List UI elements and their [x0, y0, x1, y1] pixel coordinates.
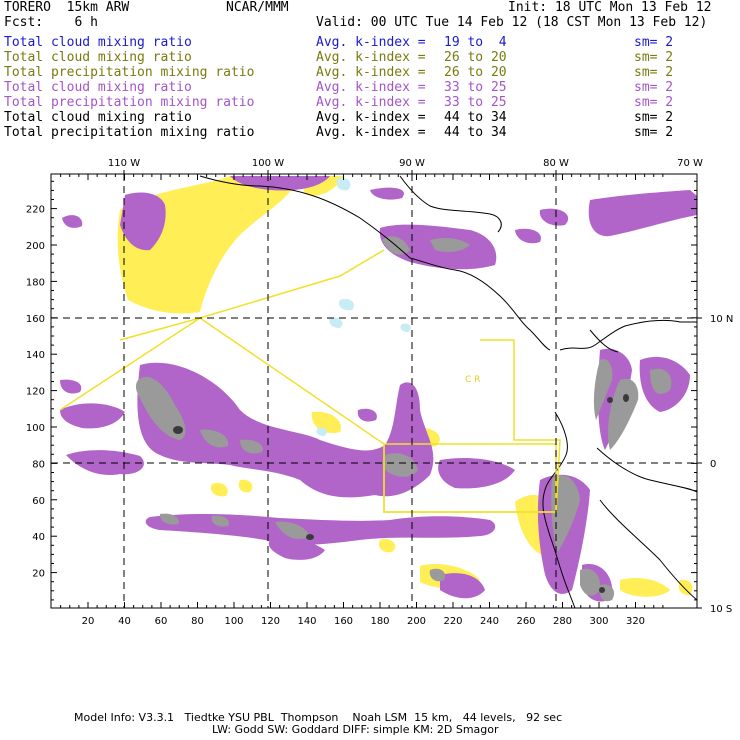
lat-lon-grid: [51, 174, 697, 608]
x-tick-label: 300: [589, 616, 608, 627]
field-smoothing: sm= 2: [634, 80, 674, 95]
center-name: NCAR/MMM: [226, 0, 289, 15]
axis-labels: 20 40 60 80 100 120 140 160 180 200 220 240 260 280 30…: [26, 158, 733, 627]
longitude-label: 90 W: [399, 158, 425, 169]
field-smoothing: sm= 2: [634, 95, 674, 110]
x-tick-label: 160: [334, 616, 353, 627]
y-tick-label: 80: [32, 459, 45, 470]
field-name: Total cloud mixing ratio: [4, 110, 192, 125]
field-smoothing: sm= 2: [634, 125, 674, 140]
x-tick-label: 140: [297, 616, 316, 627]
dark-core: [173, 394, 629, 593]
x-tick-label: 200: [407, 616, 426, 627]
y-tick-label: 180: [26, 277, 45, 288]
field-stat: Avg. k-index =: [316, 95, 426, 110]
latitude-label: 10 N: [710, 314, 733, 325]
x-tick-label: 40: [118, 616, 131, 627]
x-tick-label: 220: [443, 616, 462, 627]
x-tick-label: 120: [261, 616, 280, 627]
y-tick-label: 140: [26, 350, 45, 361]
field-smoothing: sm= 2: [634, 50, 674, 65]
y-tick-label: 20: [32, 569, 45, 580]
field-name: Total precipitation mixing ratio: [4, 95, 255, 110]
field-k-range: 44 to 34: [444, 125, 507, 140]
field-stat: Avg. k-index =: [316, 50, 426, 65]
field-stat: Avg. k-index =: [316, 110, 426, 125]
field-name: Total cloud mixing ratio: [4, 35, 192, 50]
model-info-line2: LW: Godd SW: Goddard DIFF: simple KM: 2D…: [212, 723, 499, 736]
field-smoothing: sm= 2: [634, 110, 674, 125]
coastline: [199, 175, 697, 608]
longitude-label: 80 W: [543, 158, 569, 169]
y-tick-label: 100: [26, 423, 45, 434]
y-tick-label: 120: [26, 387, 45, 398]
gray-field: [135, 236, 672, 602]
field-stat: Avg. k-index =: [316, 35, 426, 50]
field-k-range: 26 to 20: [444, 50, 507, 65]
field-k-range: 19 to 4: [444, 35, 507, 50]
x-tick-label: 20: [82, 616, 95, 627]
field-stat: Avg. k-index =: [316, 65, 426, 80]
field-k-range: 33 to 25: [444, 80, 507, 95]
y-tick-label: 200: [26, 241, 45, 252]
model-info-line1: Model Info: V3.3.1 Tiedtke YSU PBL Thomp…: [74, 711, 563, 724]
longitude-label: 100 W: [252, 158, 284, 169]
latitude-label: 0: [710, 459, 716, 470]
field-smoothing: sm= 2: [634, 65, 674, 80]
y-tick-label: 220: [26, 205, 45, 216]
cyan-field: [316, 177, 411, 436]
init-time: Init: 18 UTC Mon 13 Feb 12: [508, 0, 712, 15]
field-name: Total cloud mixing ratio: [4, 80, 192, 95]
field-stat: Avg. k-index =: [316, 125, 426, 140]
x-tick-label: 260: [516, 616, 535, 627]
field-name: Total cloud mixing ratio: [4, 50, 192, 65]
y-tick-label: 160: [26, 314, 45, 325]
x-tick-label: 320: [626, 616, 645, 627]
longitude-label: 70 W: [677, 158, 703, 169]
valid-time: Valid: 00 UTC Tue 14 Feb 12 (18 CST Mon …: [316, 15, 708, 30]
x-tick-label: 240: [480, 616, 499, 627]
x-tick-label: 80: [191, 616, 204, 627]
axis-ticks: [51, 170, 702, 609]
x-tick-label: 60: [155, 616, 168, 627]
region-label: C R: [465, 375, 480, 385]
field-name: Total precipitation mixing ratio: [4, 125, 255, 140]
latitude-label: 10 S: [710, 604, 732, 615]
field-stat: Avg. k-index =: [316, 80, 426, 95]
field-k-range: 44 to 34: [444, 110, 507, 125]
model-title: TORERO 15km ARW: [4, 0, 130, 15]
field-name: Total precipitation mixing ratio: [4, 65, 255, 80]
x-tick-label: 180: [370, 616, 389, 627]
weather-map: C R 20 40 60 80 100 120 140 160 180 200 220 240 260 2…: [26, 158, 733, 627]
field-k-range: 26 to 20: [444, 65, 507, 80]
x-tick-label: 100: [224, 616, 243, 627]
x-tick-label: 280: [553, 616, 572, 627]
field-k-range: 33 to 25: [444, 95, 507, 110]
y-tick-label: 40: [32, 532, 45, 543]
field-smoothing: sm= 2: [634, 35, 674, 50]
forecast-hour: Fcst: 6 h: [4, 15, 98, 30]
y-tick-label: 60: [32, 496, 45, 507]
longitude-label: 110 W: [108, 158, 140, 169]
